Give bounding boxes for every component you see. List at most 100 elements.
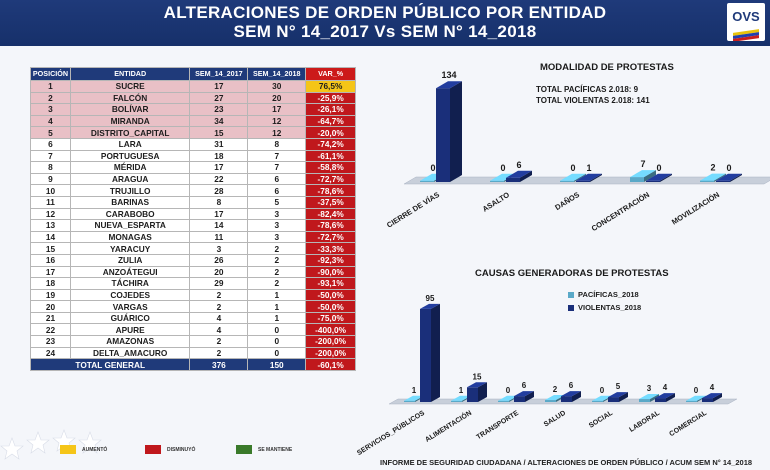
bar-value-label: 7 xyxy=(640,159,645,169)
table-row: 5 DISTRITO_CAPITAL 15 12 -20,0% xyxy=(30,126,356,139)
cell-var: -61,1% xyxy=(305,149,356,163)
cell-position: 18 xyxy=(30,277,71,290)
cell-position: 21 xyxy=(30,311,71,325)
table-row: 23 AMAZONAS 2 0 -200,0% xyxy=(30,335,356,348)
table-row: 3 BOLÍVAR 23 17 -26,1% xyxy=(30,103,356,116)
category-label: MOVILIZACIÓN xyxy=(670,190,721,227)
cell-var: -82,4% xyxy=(305,207,356,221)
cell-entity: TÁCHIRA xyxy=(69,277,191,290)
cell-2018: 5 xyxy=(247,195,307,209)
legend-decrease-swatch xyxy=(145,445,161,454)
bar-pacificas xyxy=(498,395,518,402)
cell-var: -25,9% xyxy=(305,91,356,105)
cell-2018: 2 xyxy=(247,253,307,267)
bar-pacificas xyxy=(490,173,516,182)
cell-var: -92,3% xyxy=(305,253,356,267)
cell-2018: 2 xyxy=(247,265,307,279)
bar-pacificas xyxy=(592,395,612,402)
table-row: 20 VARGAS 2 1 -50,0% xyxy=(30,300,356,313)
bar-pacificas xyxy=(404,395,424,402)
cell-position: 12 xyxy=(30,207,71,221)
legend-pacificas-swatch xyxy=(568,292,574,298)
cell-entity: AMAZONAS xyxy=(69,335,191,348)
report-header: ALTERACIONES DE ORDEN PÚBLICO POR ENTIDA… xyxy=(0,0,770,46)
cell-2017: 23 xyxy=(189,103,249,116)
col-header-2018: SEM_14_2018 xyxy=(247,67,307,81)
col-header-2017: SEM_14_2017 xyxy=(189,67,249,81)
table-row: 18 TÁCHIRA 29 2 -93,1% xyxy=(30,277,356,290)
cell-position: 14 xyxy=(30,230,71,244)
cell-position: 4 xyxy=(30,114,71,128)
category-label: CIERRE DE VÍAS xyxy=(385,190,441,230)
cell-2017: 2 xyxy=(189,346,249,360)
cell-2017: 34 xyxy=(189,114,249,128)
cell-var: 76,5% xyxy=(305,80,356,93)
bar-violentas xyxy=(702,393,722,402)
cell-2017: 2 xyxy=(189,288,249,302)
cell-2018: 2 xyxy=(247,242,307,255)
chart-title-modalidad: MODALIDAD DE PROTESTAS xyxy=(540,62,674,73)
bar-value-label: 0 xyxy=(500,163,505,173)
cell-2017: 17 xyxy=(189,207,249,221)
cell-2017: 2 xyxy=(189,300,249,313)
bar-value-label: 0 xyxy=(694,386,699,395)
cell-2018: 0 xyxy=(247,323,307,337)
category-label: SERVICIOS_PÚBLICOS xyxy=(355,408,426,457)
cell-position: 2 xyxy=(30,91,71,105)
cell-2018: 1 xyxy=(247,311,307,325)
category-label: ALIMENTACIÓN xyxy=(423,408,473,444)
cell-var: -37,5% xyxy=(305,195,356,209)
cell-var: -26,1% xyxy=(305,103,356,116)
total-2018: 150 xyxy=(247,358,307,371)
table-header-row: POSICIÓN ENTIDAD SEM_14_2017 SEM_14_2018… xyxy=(30,67,356,81)
bar-pacificas xyxy=(639,394,659,402)
bar-violentas xyxy=(506,170,532,182)
table-row: 21 GUÁRICO 4 1 -75,0% xyxy=(30,311,356,325)
cell-2018: 3 xyxy=(247,207,307,221)
legend-increase-swatch xyxy=(60,445,76,454)
table-row: 11 BARINAS 8 5 -37,5% xyxy=(30,195,356,209)
bar-violentas xyxy=(561,391,581,402)
cell-2017: 17 xyxy=(189,80,249,93)
cell-2017: 28 xyxy=(189,184,249,197)
bar-pacificas xyxy=(700,173,726,182)
cell-position: 11 xyxy=(30,195,71,209)
cell-entity: VARGAS xyxy=(69,300,191,313)
cell-var: -75,0% xyxy=(305,311,356,325)
table-row: 16 ZULIA 26 2 -92,3% xyxy=(30,253,356,267)
cell-position: 17 xyxy=(30,265,71,279)
cell-2017: 4 xyxy=(189,311,249,325)
bar-value-label: 15 xyxy=(473,372,482,381)
bar-value-label: 0 xyxy=(430,163,435,173)
cell-var: -78,6% xyxy=(305,184,356,197)
table-row: 19 COJEDES 2 1 -50,0% xyxy=(30,288,356,302)
bar-value-label: 2 xyxy=(553,385,558,394)
cell-var: -50,0% xyxy=(305,300,356,313)
cell-2017: 31 xyxy=(189,137,249,151)
cell-position: 24 xyxy=(30,346,71,360)
cell-entity: COJEDES xyxy=(69,288,191,302)
chart-floor xyxy=(403,176,770,185)
cell-entity: LARA xyxy=(69,137,191,151)
table-row: 24 DELTA_AMACURO 2 0 -200,0% xyxy=(30,346,356,360)
bar-pacificas xyxy=(560,173,586,182)
bar-violentas xyxy=(576,173,602,182)
cell-entity: CARABOBO xyxy=(69,207,191,221)
cell-var: -72,7% xyxy=(305,172,356,186)
cell-2018: 3 xyxy=(247,230,307,244)
total-label: TOTAL GENERAL xyxy=(29,358,191,371)
cell-var: -72,7% xyxy=(305,230,356,244)
cell-entity: MÉRIDA xyxy=(69,161,191,174)
cell-entity: GUÁRICO xyxy=(69,311,191,325)
report-title: ALTERACIONES DE ORDEN PÚBLICO POR ENTIDA… xyxy=(163,3,607,22)
legend-same-swatch xyxy=(236,445,252,454)
bar-value-label: 95 xyxy=(426,294,435,303)
bar-value-label: 0 xyxy=(570,163,575,173)
cell-2018: 12 xyxy=(247,114,307,128)
cell-position: 5 xyxy=(30,126,71,139)
report-subtitle: SEM N° 14_2017 Vs SEM N° 14_2018 xyxy=(233,22,537,41)
bar-violentas xyxy=(716,173,742,182)
cell-2017: 27 xyxy=(189,91,249,105)
cell-2017: 17 xyxy=(189,161,249,174)
category-label: ASALTO xyxy=(481,190,511,214)
